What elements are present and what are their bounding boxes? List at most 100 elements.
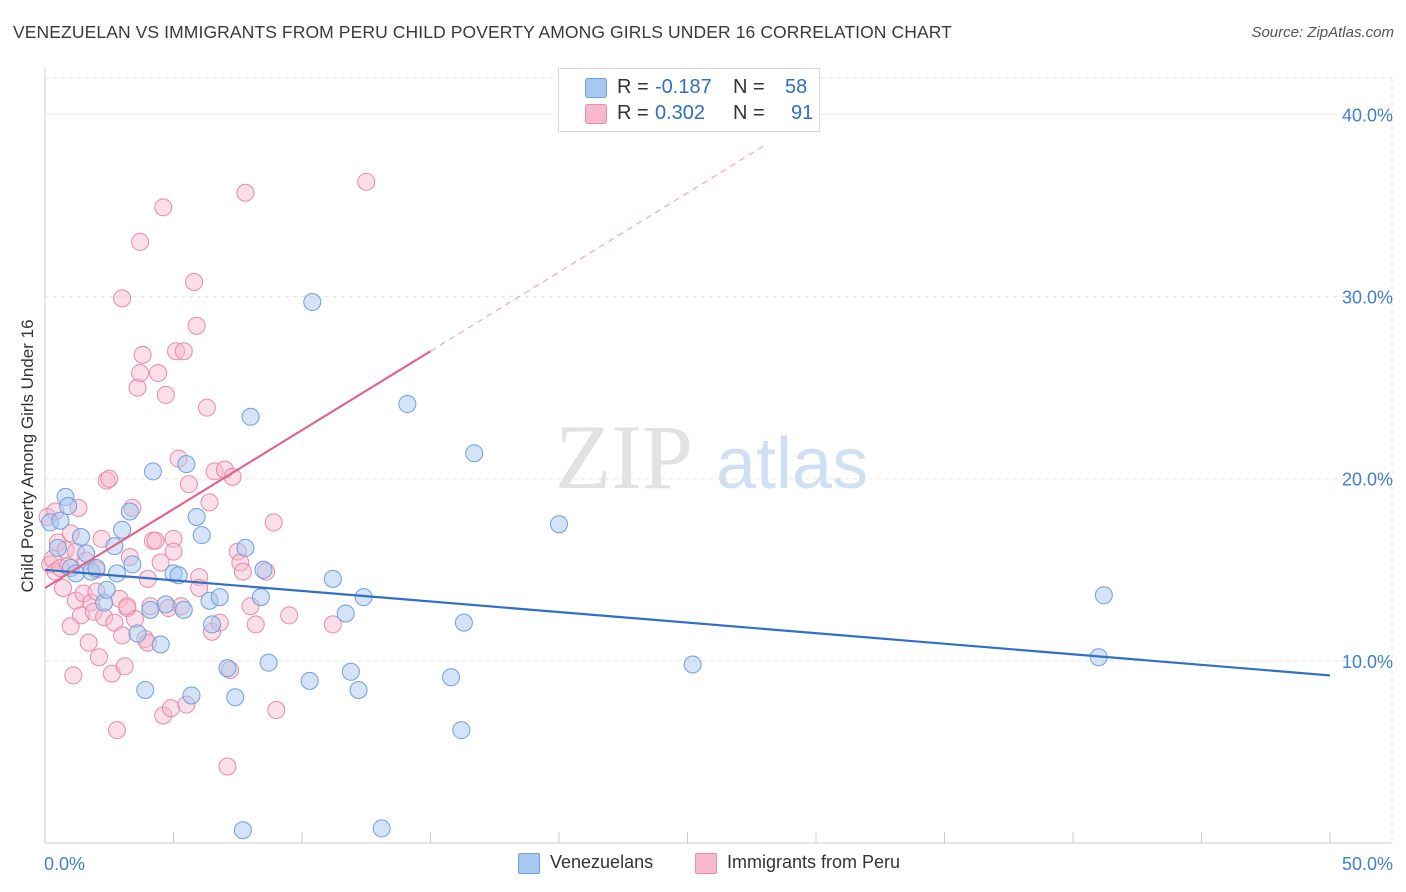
venezuelans-point: [300, 671, 319, 690]
series-peru-points: [38, 172, 376, 776]
x-tick-label: 0.0%: [44, 854, 85, 874]
watermark: ZIP atlas: [555, 406, 868, 508]
legend-r-value: 0.302: [655, 102, 706, 124]
chart-title: VENEZUELAN VS IMMIGRANTS FROM PERU CHILD…: [13, 22, 952, 42]
venezuelans-point: [254, 560, 273, 579]
legend-swatch-venezuelans: [585, 78, 607, 98]
legend-n-label: N =: [733, 76, 765, 98]
venezuelans-point: [71, 528, 90, 546]
peru-point: [113, 289, 132, 308]
venezuelans-point: [177, 455, 196, 474]
peru-point: [118, 597, 137, 616]
axes: [44, 68, 1392, 844]
peru-point: [154, 198, 173, 217]
venezuelans-point: [192, 526, 211, 545]
venezuelans-point: [442, 668, 461, 687]
legend-n-label: N =: [733, 102, 765, 124]
peru-point: [107, 721, 126, 740]
venezuelans-point: [182, 686, 201, 705]
venezuelans-point: [143, 462, 162, 481]
venezuelans-point: [683, 655, 702, 674]
peru-point: [151, 553, 170, 572]
peru-point: [179, 475, 198, 494]
venezuelans-point: [51, 511, 70, 530]
venezuelans-point: [87, 558, 106, 577]
y-tick-label: 30.0%: [1342, 288, 1393, 308]
peru-point: [357, 172, 376, 191]
venezuelans-point: [465, 444, 484, 463]
venezuelans-point: [452, 721, 471, 740]
peru-point: [161, 699, 180, 718]
venezuelans-point: [550, 515, 568, 534]
peru-point: [128, 378, 147, 397]
venezuelans-point: [341, 662, 360, 681]
venezuelans-point: [236, 538, 255, 557]
y-tick-label: 20.0%: [1342, 470, 1393, 490]
venezuelans-point: [128, 624, 147, 643]
venezuelans-point: [120, 502, 139, 521]
bottom-legend-swatch-venezuelans: [518, 853, 540, 874]
tick-labels: 10.0% 20.0% 30.0% 40.0% 0.0% 50.0%: [44, 105, 1393, 874]
legend-r-value: -0.187: [655, 76, 712, 98]
bottom-legend-label-peru: Immigrants from Peru: [727, 852, 901, 872]
peru-point: [64, 666, 83, 685]
peru-point: [164, 529, 183, 548]
peru-point: [131, 232, 150, 251]
venezuelans-point: [1094, 586, 1113, 605]
legend-swatch-peru: [585, 104, 607, 124]
legend-row-venezuelans: R = -0.187 N = 58: [585, 76, 808, 100]
peru-point: [185, 273, 204, 291]
bottom-legend-label-venezuelans: Venezuelans: [550, 852, 654, 872]
venezuelans-point: [251, 588, 270, 607]
venezuelans-point: [174, 600, 193, 619]
peru-point: [246, 615, 265, 634]
legend-n-value: 58: [785, 76, 808, 98]
venezuelans-trend-line: [44, 568, 1331, 677]
peru-trend-line: [44, 350, 432, 589]
venezuelans-point: [336, 604, 355, 623]
venezuelans-point: [203, 615, 222, 634]
legend-n-value: 91: [791, 102, 814, 124]
x-tick-label: 50.0%: [1342, 854, 1393, 874]
peru-point: [267, 701, 286, 720]
venezuelans-point: [241, 407, 260, 426]
bottom-legend-swatch-peru: [695, 853, 717, 874]
peru-point: [280, 606, 299, 625]
peru-trend-extension: [430, 144, 765, 352]
venezuelans-point: [156, 595, 175, 614]
peru-point: [156, 385, 175, 404]
venezuelans-point: [136, 681, 155, 699]
peru-point: [164, 542, 183, 561]
venezuelans-point: [97, 580, 116, 599]
venezuelans-point: [372, 819, 391, 838]
venezuelans-point: [48, 538, 67, 557]
venezuelans-point: [141, 600, 160, 619]
peru-point: [200, 493, 219, 512]
venezuelans-point: [123, 555, 142, 574]
watermark-atlas: atlas: [716, 424, 868, 504]
venezuelans-point: [210, 588, 229, 607]
venezuelans-point: [59, 497, 78, 516]
peru-point: [174, 342, 193, 361]
y-tick-label: 10.0%: [1342, 652, 1393, 672]
peru-point: [115, 657, 134, 676]
venezuelans-point: [303, 293, 322, 312]
peru-point: [79, 633, 98, 652]
peru-point: [167, 342, 186, 361]
legend-row-peru: R = 0.302 N = 91: [585, 102, 813, 126]
source-credit: Source: ZipAtlas.com: [1251, 24, 1394, 41]
bottom-legend-peru: Immigrants from Peru: [695, 851, 935, 875]
peru-point: [187, 316, 206, 335]
peru-point: [66, 591, 85, 610]
peru-point: [154, 706, 173, 725]
venezuelans-point: [226, 688, 245, 707]
y-tick-label: 40.0%: [1342, 105, 1393, 125]
venezuelans-point: [454, 613, 473, 632]
venezuelans-point: [113, 520, 132, 539]
y-axis-label: Child Poverty Among Girls Under 16: [18, 319, 37, 593]
peru-point: [131, 364, 150, 383]
venezuelans-point: [187, 507, 206, 526]
peru-point: [233, 562, 252, 581]
venezuelans-point: [349, 681, 368, 699]
